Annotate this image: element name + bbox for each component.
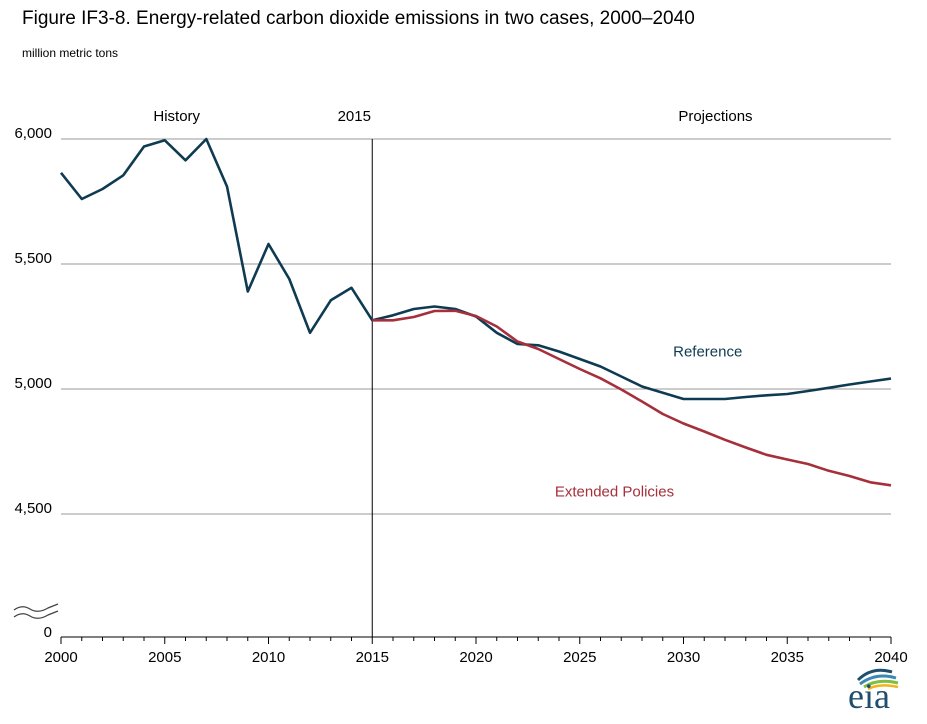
- axis-break-icon: [13, 603, 59, 612]
- x-tick-label: 2005: [148, 649, 181, 666]
- series-line-extended-policies: [372, 309, 892, 487]
- y-tick-label: 0: [44, 624, 52, 641]
- x-tick-label: 2020: [459, 649, 492, 666]
- y-tick-label: 5,000: [14, 375, 52, 392]
- series-line-reference: [59, 137, 892, 401]
- eia-swoosh-icon: [856, 668, 899, 691]
- eia-logo: eia: [838, 662, 908, 722]
- units-label: million metric tons: [22, 46, 119, 60]
- x-tick-label: 2000: [44, 649, 77, 666]
- x-tick-label: 2025: [563, 649, 596, 666]
- region-label: History: [153, 108, 200, 125]
- x-tick-label: 2010: [252, 649, 285, 666]
- divider-label: 2015: [338, 108, 371, 125]
- x-tick-label: 2035: [771, 649, 804, 666]
- series-label-extended-policies: Extended Policies: [555, 484, 674, 501]
- series-label-reference: Reference: [673, 344, 742, 361]
- eia-wordmark: eia: [848, 676, 890, 716]
- y-tick-label: 6,000: [14, 125, 52, 142]
- chart-title: Figure IF3-8. Energy-related carbon diox…: [22, 8, 695, 29]
- x-tick-label: 2015: [356, 649, 389, 666]
- y-tick-label: 5,500: [14, 250, 52, 267]
- y-tick-label: 4,500: [14, 500, 52, 517]
- x-tick-label: 2040: [874, 649, 907, 666]
- region-label: Projections: [678, 108, 752, 125]
- x-tick-label: 2030: [667, 649, 700, 666]
- axis-break-icon: [13, 610, 59, 619]
